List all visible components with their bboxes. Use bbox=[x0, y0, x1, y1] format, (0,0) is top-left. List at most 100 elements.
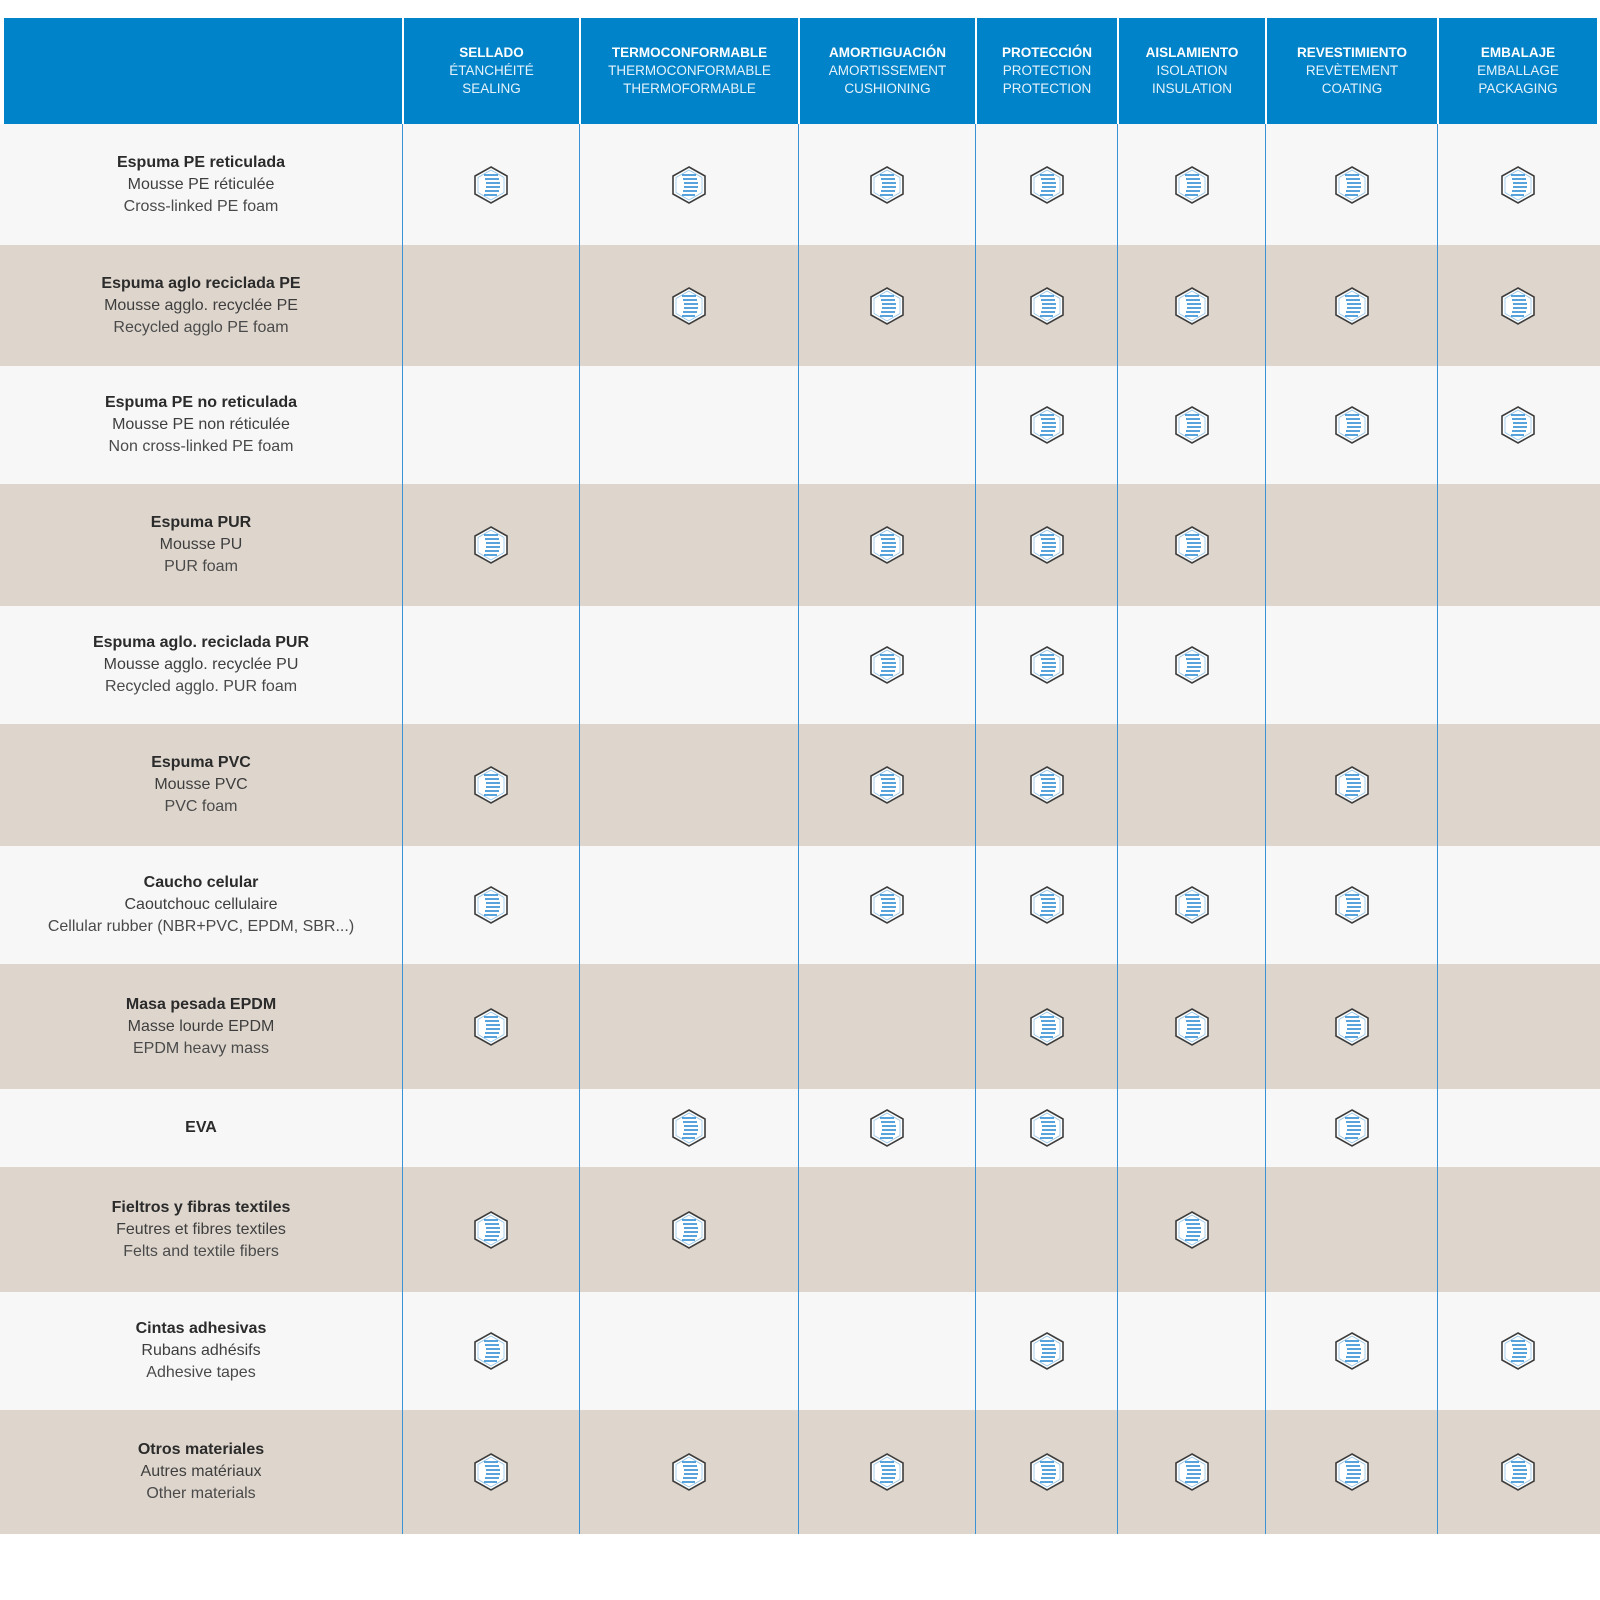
material-label-en: Recycled agglo. PUR foam bbox=[104, 678, 298, 695]
column-label-fr: THERMOCONFORMABLE bbox=[608, 63, 771, 78]
hexagon-striped-icon bbox=[1174, 286, 1209, 325]
table-row: Espuma aglo reciclada PE Mousse agglo. re… bbox=[0, 245, 1600, 366]
material-label-en: Adhesive tapes bbox=[146, 1364, 256, 1381]
suitability-cell-protection bbox=[975, 124, 1117, 245]
hexagon-striped-icon bbox=[1029, 165, 1064, 204]
suitability-cell-coating bbox=[1265, 1292, 1437, 1410]
suitability-cell-insulation bbox=[1117, 484, 1265, 606]
column-header-thermoformable: TERMOCONFORMABLE THERMOCONFORMABLE THERMOF… bbox=[579, 18, 798, 124]
hexagon-striped-icon bbox=[474, 1007, 508, 1046]
suitability-cell-thermoformable bbox=[579, 724, 798, 846]
column-label-en: PROTECTION bbox=[1002, 81, 1092, 96]
suitability-cell-protection bbox=[975, 484, 1117, 606]
hexagon-striped-icon bbox=[1334, 1109, 1369, 1147]
material-name-cell: Otros materiales Autres matériaux Other ma… bbox=[0, 1410, 402, 1534]
hexagon-striped-icon bbox=[1500, 406, 1535, 444]
material-name-cell: Espuma aglo reciclada PE Mousse agglo. re… bbox=[0, 245, 402, 366]
suitability-cell-protection bbox=[975, 606, 1117, 724]
column-label-fr: AMORTISSEMENT bbox=[828, 63, 947, 78]
hexagon-striped-icon bbox=[870, 286, 904, 325]
hexagon-striped-icon bbox=[1029, 526, 1064, 564]
material-name-cell: Caucho celular Caoutchouc cellulaire Cellu… bbox=[0, 846, 402, 964]
suitability-cell-packaging bbox=[1437, 1167, 1597, 1292]
material-name-cell: Cintas adhesivas Rubans adhésifs Adhesive … bbox=[0, 1292, 402, 1410]
column-label-en: PACKAGING bbox=[1478, 81, 1558, 96]
column-label-fr: PROTECTION bbox=[1002, 63, 1092, 78]
hexagon-striped-icon bbox=[1334, 286, 1369, 325]
suitability-cell-sealing bbox=[402, 724, 579, 846]
column-label-en: CUSHIONING bbox=[844, 81, 931, 96]
suitability-cell-packaging bbox=[1437, 1410, 1597, 1534]
suitability-cell-cushioning bbox=[798, 366, 975, 484]
materials-applications-table: SELLADO ÉTANCHÉITÉ SEALING TERMOCONFORMABLE… bbox=[0, 18, 1600, 1534]
hexagon-striped-icon bbox=[1174, 165, 1209, 204]
column-label-es: TERMOCONFORMABLE bbox=[611, 45, 768, 60]
material-name-cell: Masa pesada EPDM Masse lourde EPDM EPDM he… bbox=[0, 964, 402, 1089]
hexagon-striped-icon bbox=[1174, 886, 1209, 924]
material-name-cell: Espuma aglo. reciclada PUR Mousse agglo. … bbox=[0, 606, 402, 724]
material-label-fr: Mousse PU bbox=[159, 536, 243, 553]
hexagon-striped-icon bbox=[1334, 886, 1369, 924]
suitability-cell-protection bbox=[975, 1292, 1117, 1410]
hexagon-striped-icon bbox=[870, 1453, 904, 1491]
hexagon-striped-icon bbox=[1500, 1453, 1535, 1491]
suitability-cell-coating bbox=[1265, 606, 1437, 724]
hexagon-striped-icon bbox=[870, 646, 904, 684]
table-row: EVA bbox=[0, 1089, 1600, 1167]
material-name-cell: Espuma PE reticulada Mousse PE réticulée C… bbox=[0, 124, 402, 245]
table-row: Caucho celular Caoutchouc cellulaire Cellu… bbox=[0, 846, 1600, 964]
material-label-es: Espuma PE no reticulada bbox=[104, 394, 298, 411]
suitability-cell-packaging bbox=[1437, 846, 1597, 964]
suitability-cell-protection bbox=[975, 366, 1117, 484]
hexagon-striped-icon bbox=[870, 165, 904, 204]
table-row: Espuma PE no reticulada Mousse PE non rét… bbox=[0, 366, 1600, 484]
table-row: Cintas adhesivas Rubans adhésifs Adhesive … bbox=[0, 1292, 1600, 1410]
suitability-cell-cushioning bbox=[798, 245, 975, 366]
hexagon-striped-icon bbox=[1334, 1332, 1369, 1370]
column-label-fr: ISOLATION bbox=[1156, 63, 1228, 78]
material-label-fr: Feutres et fibres textiles bbox=[116, 1220, 286, 1238]
hexagon-striped-icon bbox=[474, 526, 508, 564]
suitability-cell-sealing bbox=[402, 606, 579, 724]
hexagon-striped-icon bbox=[1174, 406, 1209, 444]
suitability-cell-packaging bbox=[1437, 964, 1597, 1089]
material-label-fr: Rubans adhésifs bbox=[141, 1342, 261, 1359]
suitability-cell-coating bbox=[1265, 846, 1437, 964]
suitability-cell-thermoformable bbox=[579, 124, 798, 245]
suitability-cell-sealing bbox=[402, 1167, 579, 1292]
material-name-cell: EVA bbox=[0, 1089, 402, 1167]
column-header-insulation: AISLAMIENTO ISOLATION INSULATION bbox=[1117, 18, 1265, 124]
suitability-cell-thermoformable bbox=[579, 846, 798, 964]
suitability-cell-coating bbox=[1265, 124, 1437, 245]
suitability-cell-cushioning bbox=[798, 846, 975, 964]
suitability-cell-cushioning bbox=[798, 964, 975, 1089]
suitability-cell-sealing bbox=[402, 366, 579, 484]
suitability-cell-packaging bbox=[1437, 484, 1597, 606]
table-body: Espuma PE reticulada Mousse PE réticulée C… bbox=[0, 124, 1600, 1534]
hexagon-striped-icon bbox=[870, 766, 904, 804]
suitability-cell-thermoformable bbox=[579, 484, 798, 606]
material-label-en: Non cross-linked PE foam bbox=[108, 438, 294, 455]
suitability-cell-insulation bbox=[1117, 245, 1265, 366]
hexagon-striped-icon bbox=[1500, 1332, 1535, 1370]
hexagon-striped-icon bbox=[1174, 646, 1209, 684]
column-header-cushioning: AMORTIGUACIÓN AMORTISSEMENT CUSHIONING bbox=[798, 18, 975, 124]
suitability-cell-sealing bbox=[402, 964, 579, 1089]
material-label-es: Masa pesada EPDM bbox=[125, 995, 277, 1013]
hexagon-striped-icon bbox=[1029, 646, 1064, 684]
suitability-cell-insulation bbox=[1117, 1410, 1265, 1534]
material-label-fr: Mousse PE non réticulée bbox=[112, 416, 290, 433]
suitability-cell-sealing bbox=[402, 846, 579, 964]
material-label-fr: Mousse agglo. recyclée PE bbox=[104, 296, 298, 314]
suitability-cell-protection bbox=[975, 1410, 1117, 1534]
material-label-en: Recycled agglo PE foam bbox=[113, 318, 289, 336]
material-label-es: EVA bbox=[185, 1119, 217, 1136]
column-label-en: THERMOFORMABLE bbox=[623, 81, 756, 96]
suitability-cell-insulation bbox=[1117, 1167, 1265, 1292]
suitability-cell-cushioning bbox=[798, 1089, 975, 1167]
material-label-en: Cellular rubber (NBR+PVC, EPDM, SBR...) bbox=[47, 918, 355, 935]
hexagon-striped-icon bbox=[1500, 286, 1535, 325]
suitability-cell-coating bbox=[1265, 1089, 1437, 1167]
suitability-cell-coating bbox=[1265, 1167, 1437, 1292]
suitability-cell-insulation bbox=[1117, 606, 1265, 724]
